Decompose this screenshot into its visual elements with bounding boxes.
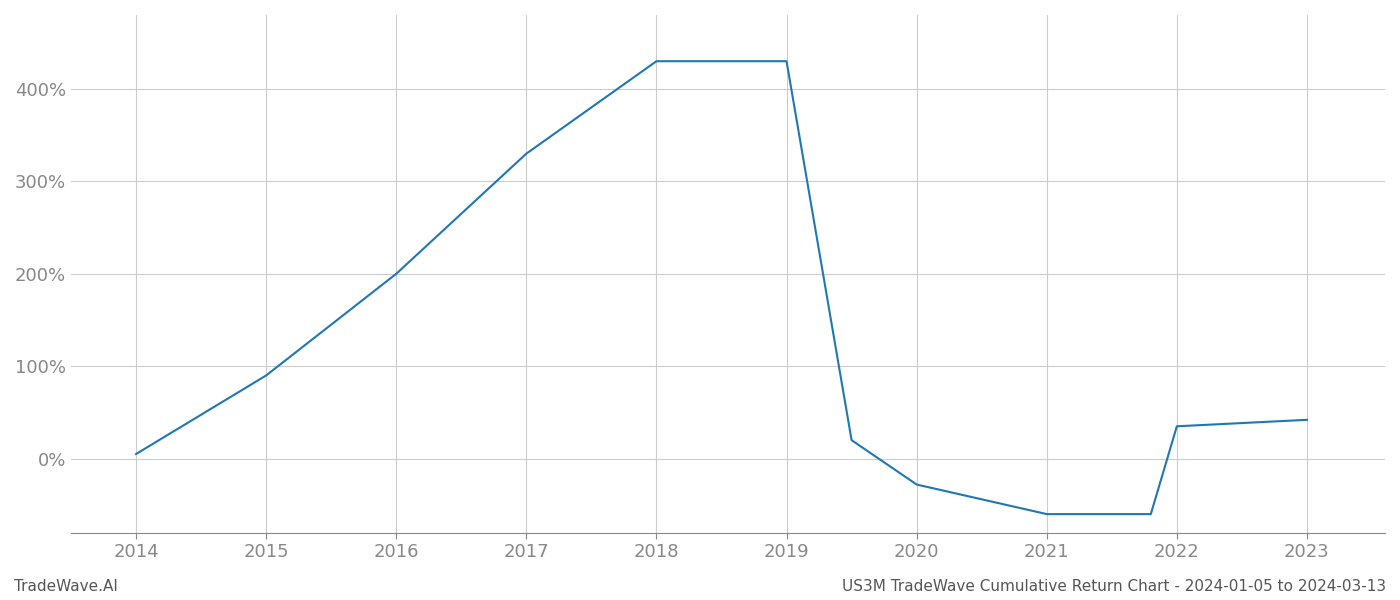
Text: TradeWave.AI: TradeWave.AI (14, 579, 118, 594)
Text: US3M TradeWave Cumulative Return Chart - 2024-01-05 to 2024-03-13: US3M TradeWave Cumulative Return Chart -… (841, 579, 1386, 594)
